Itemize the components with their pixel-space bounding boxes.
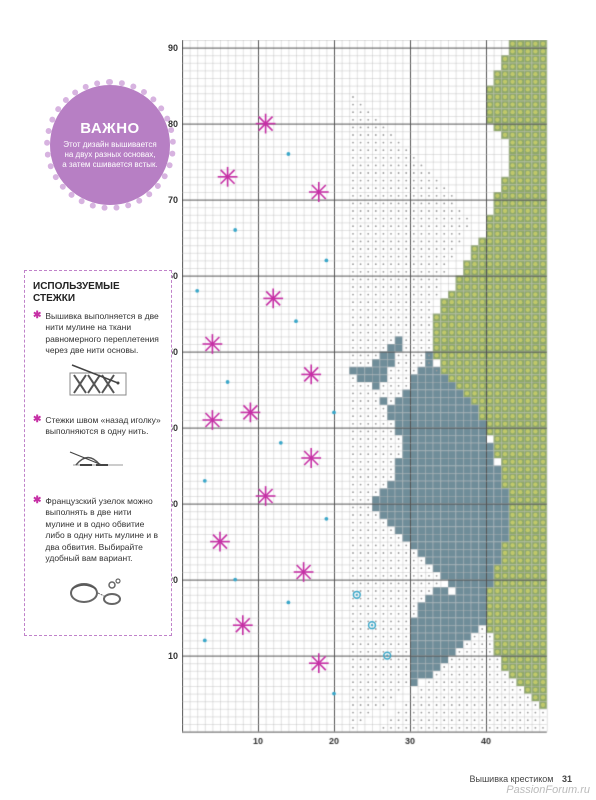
- chart-canvas: [182, 40, 564, 749]
- page-footer: Вышивка крестиком 31: [469, 774, 572, 784]
- section-text: Вышивка выполняется в две нити мулине на…: [45, 311, 163, 357]
- y-axis-label: 10: [168, 651, 178, 661]
- backstitch-icon: [68, 444, 128, 486]
- badge-circle: ВАЖНО Этот дизайн вышивается на двух раз…: [50, 85, 170, 205]
- cross-stitch-icon: [68, 363, 128, 405]
- section-text: Французский узелок можно выполнять в две…: [45, 496, 163, 565]
- sidebar-section-2: ✱ Стежки швом «назад иголку» выполняются…: [33, 415, 163, 486]
- watermark: PassionForum.ru: [506, 784, 590, 796]
- sidebar-stitches: ИСПОЛЬЗУЕМЫЕ СТЕЖКИ ✱ Вышивка выполняетс…: [24, 270, 172, 636]
- french-knot-icon: [68, 571, 128, 613]
- cross-stitch-chart: 102030405060708090: [182, 40, 572, 750]
- section-text: Стежки швом «назад иголку» выполняются в…: [45, 415, 163, 438]
- bullet-icon: ✱: [33, 311, 41, 357]
- magazine-name: Вышивка крестиком: [469, 774, 553, 784]
- badge-title: ВАЖНО: [80, 120, 139, 137]
- sidebar-section-1: ✱ Вышивка выполняется в две нити мулине …: [33, 311, 163, 405]
- sidebar-heading: ИСПОЛЬЗУЕМЫЕ СТЕЖКИ: [33, 281, 163, 305]
- important-badge: ВАЖНО Этот дизайн вышивается на двух раз…: [50, 85, 170, 205]
- badge-text: Этот дизайн вышивается на двух разных ос…: [62, 140, 158, 170]
- bullet-icon: ✱: [33, 496, 41, 565]
- page-root: ВАЖНО Этот дизайн вышивается на двух раз…: [0, 0, 596, 800]
- bullet-icon: ✱: [33, 415, 41, 438]
- page-number: 31: [562, 774, 572, 784]
- y-axis-label: 90: [168, 43, 178, 53]
- sidebar-section-3: ✱ Французский узелок можно выполнять в д…: [33, 496, 163, 613]
